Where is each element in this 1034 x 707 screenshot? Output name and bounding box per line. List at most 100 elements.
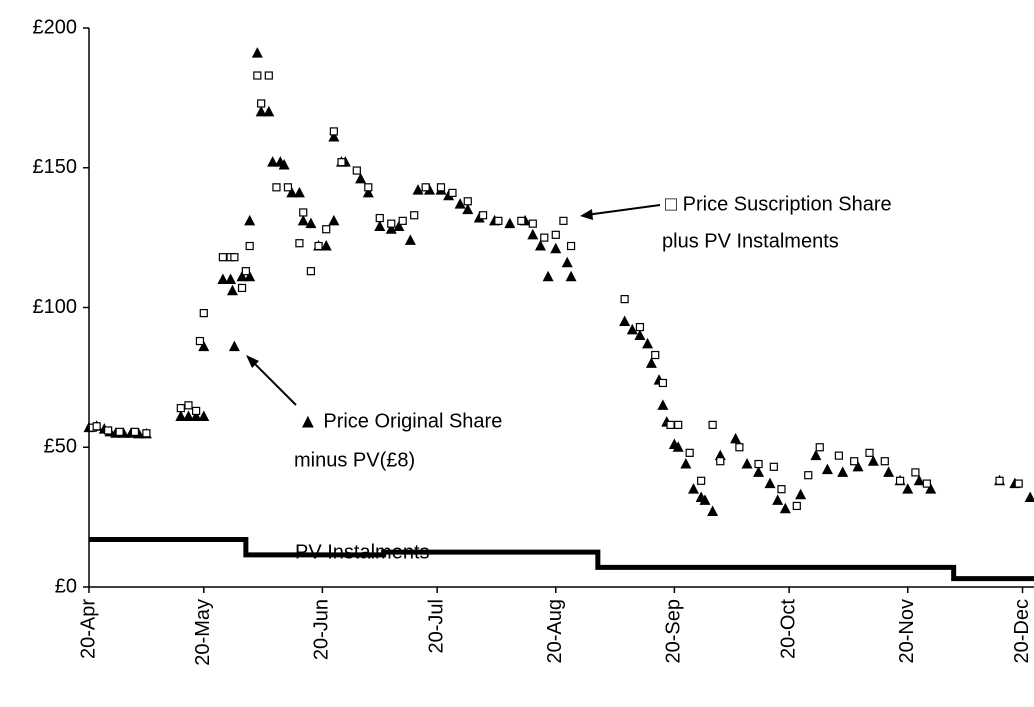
- square-point: [436, 183, 446, 192]
- triangle-point: [267, 156, 279, 167]
- triangle-point: [374, 220, 386, 231]
- square-point: [104, 426, 113, 435]
- square-point: [283, 183, 293, 192]
- triangle-point: [236, 270, 248, 282]
- square-point: [880, 457, 889, 466]
- triangle-point: [385, 223, 397, 234]
- square-point: [115, 427, 124, 436]
- square-point: [559, 216, 568, 225]
- y-tick-label: £100: [33, 296, 78, 318]
- triangle-point: [680, 458, 692, 469]
- triangle-point: [741, 458, 753, 469]
- triangle-point: [182, 410, 194, 422]
- triangle-point: [226, 284, 238, 296]
- triangle-point: [730, 432, 742, 444]
- triangle-point: [175, 410, 187, 422]
- x-tick-label: 20-Jul: [425, 599, 447, 653]
- square-point: [478, 211, 488, 220]
- triangle-point: [462, 203, 474, 215]
- triangle-point: [297, 214, 309, 226]
- triangle-point: [699, 494, 711, 505]
- square-point: [337, 158, 346, 167]
- annotation: □ Price Suscription Share: [665, 193, 892, 215]
- square-point: [264, 71, 273, 80]
- triangle-point: [362, 186, 374, 198]
- triangle-point: [263, 105, 275, 117]
- triangle-point: [228, 340, 240, 352]
- annotation: plus PV Instalments: [662, 230, 839, 252]
- square-point: [777, 485, 786, 494]
- triangle-point: [305, 217, 317, 229]
- square-point: [697, 476, 706, 485]
- square-point: [804, 471, 813, 480]
- line-label: PV Instalments: [295, 541, 430, 563]
- square-point: [241, 267, 250, 276]
- x-tick-label: 20-Jun: [311, 599, 333, 660]
- triangle-point: [645, 357, 657, 368]
- square-point: [792, 501, 801, 511]
- square-point: [192, 406, 201, 416]
- triangle-point: [626, 323, 638, 335]
- triangle-point: [764, 477, 776, 489]
- triangle-point: [707, 505, 719, 517]
- square-point: [494, 216, 503, 225]
- square-point: [754, 459, 763, 469]
- square-point: [922, 479, 931, 488]
- square-point: [322, 225, 331, 234]
- triangle-point: [565, 270, 577, 282]
- y-tick-label: £0: [55, 575, 77, 597]
- triangle-point: [217, 273, 229, 285]
- triangle-point: [795, 488, 807, 500]
- square-point: [911, 468, 920, 477]
- square-point: [218, 253, 228, 262]
- arrow-head: [246, 355, 259, 368]
- triangle-point: [642, 337, 654, 349]
- square-point: [199, 308, 208, 318]
- square-point: [995, 476, 1004, 485]
- square-point: [387, 219, 396, 228]
- triangle-point: [355, 172, 367, 184]
- square-point: [130, 427, 140, 436]
- square-point: [272, 183, 281, 192]
- triangle-point: [278, 158, 290, 170]
- square-point: [299, 208, 308, 217]
- triangle-point: [634, 329, 646, 340]
- square-point: [253, 71, 262, 80]
- triangle-point: [1024, 491, 1034, 503]
- square-point: [551, 230, 560, 239]
- square-point: [635, 322, 645, 332]
- triangle-point: [286, 186, 298, 198]
- triangle-point: [404, 234, 416, 245]
- square-point: [410, 211, 419, 220]
- triangle-point: [810, 449, 822, 461]
- square-point: [245, 241, 254, 251]
- x-tick-label: 20-Sep: [663, 599, 685, 664]
- triangle-point: [657, 399, 669, 410]
- triangle-point: [925, 483, 937, 494]
- triangle-point: [190, 410, 202, 422]
- square-point: [517, 216, 526, 225]
- square-point: [463, 197, 472, 206]
- square-point: [237, 283, 247, 293]
- square-point: [1014, 479, 1023, 488]
- square-point: [257, 99, 266, 108]
- square-point: [448, 188, 457, 198]
- square-point: [230, 253, 239, 262]
- square-point: [314, 241, 323, 251]
- triangle-point: [198, 410, 210, 422]
- square-point: [142, 429, 151, 438]
- triangle-point: [687, 483, 699, 494]
- square-point: [306, 267, 316, 276]
- square-point: [195, 336, 205, 346]
- triangle-point: [251, 47, 263, 58]
- annotation-arrow: [585, 204, 661, 216]
- triangle-point: [244, 214, 256, 226]
- triangle-point: [550, 242, 562, 254]
- square-point: [176, 404, 185, 413]
- triangle-point: [412, 184, 424, 195]
- square-point: [895, 476, 905, 485]
- triangle-point: [244, 270, 256, 282]
- square-point: [850, 457, 859, 466]
- triangle-point: [779, 502, 791, 514]
